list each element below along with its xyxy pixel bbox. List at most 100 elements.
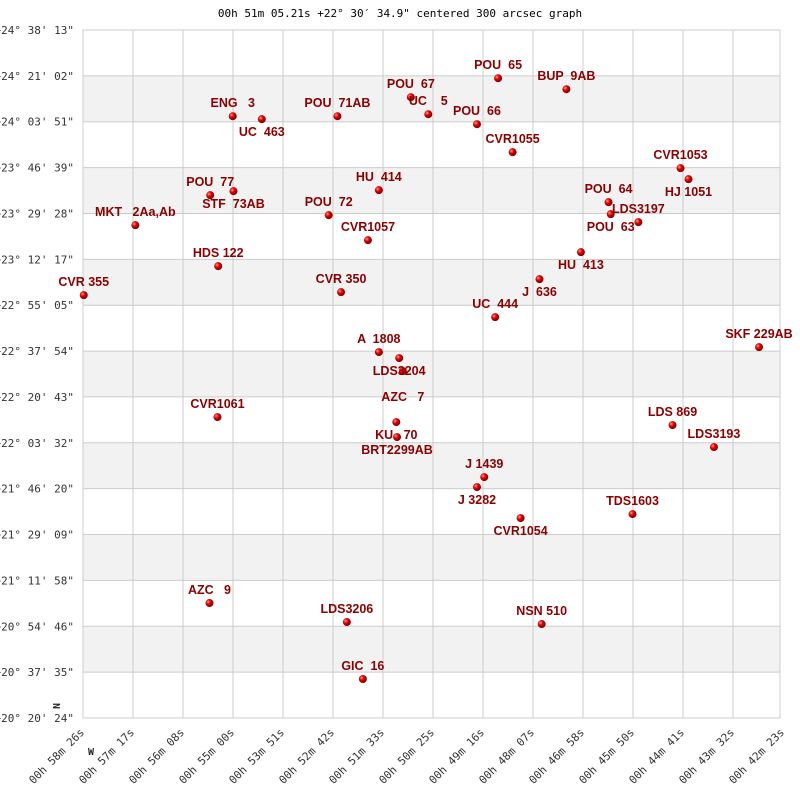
star-point[interactable] [393,433,402,442]
star-point[interactable] [214,262,223,271]
y-tick-label: +24° 38' 13" [0,24,74,37]
star-label: POU 72 [305,195,353,209]
star-point[interactable] [472,120,481,129]
y-tick-label: +24° 03' 51" [0,116,74,129]
star-point[interactable] [508,148,517,157]
star-point[interactable] [755,343,764,352]
star-label: HDS 122 [193,246,244,260]
star-point[interactable] [213,413,222,422]
star-point[interactable] [604,198,613,207]
star-label: SKF 229AB [725,327,792,341]
star-point[interactable] [606,210,615,219]
star-point[interactable] [206,191,215,200]
star-point[interactable] [257,115,266,124]
grid-band [83,442,780,489]
star-point[interactable] [480,473,489,482]
north-indicator: N [50,703,61,709]
star-point[interactable] [228,112,237,121]
west-indicator: W [88,747,95,758]
star-label: KU 70 [375,428,417,442]
star-point[interactable] [131,221,140,230]
star-point[interactable] [472,483,481,492]
star-label: HU 413 [558,258,604,272]
plot-frame [82,29,781,719]
y-tick-label: +24° 21' 02" [0,70,74,83]
star-label: NSN 510 [516,604,567,618]
star-label: J 636 [522,285,557,299]
star-label: GIC 16 [341,659,384,673]
star-label: BRT2299AB [361,443,433,457]
star-point[interactable] [576,248,585,257]
star-label: UC 5 [409,94,448,108]
grid-band [83,259,780,306]
y-tick-label: +20° 37' 35" [0,666,74,679]
y-tick-label: +21° 46' 20" [0,483,74,496]
star-label: CVR1057 [341,220,395,234]
star-label: MKT 2Aa,Ab [95,205,176,219]
star-point[interactable] [406,93,415,102]
star-label: CVR1055 [485,132,539,146]
star-points [79,74,764,683]
star-point[interactable] [392,418,401,427]
star-point[interactable] [342,618,351,627]
y-tick-label: +20° 20' 24" [0,712,74,725]
star-point[interactable] [358,674,367,683]
star-point[interactable] [494,74,503,83]
y-tick-label: +23° 46' 39" [0,162,74,175]
star-point[interactable] [537,620,546,629]
star-label: LDS3206 [320,602,373,616]
star-point[interactable] [668,421,677,430]
star-label: UC 444 [472,297,518,311]
star-label: LDS3193 [688,427,741,441]
star-point[interactable] [374,348,383,357]
star-point[interactable] [634,218,643,227]
star-label: LDS3204 [373,364,426,378]
star-point[interactable] [684,175,693,184]
y-tick-label: +21° 29' 09" [0,529,74,542]
chart-title: 00h 51m 05.21s +22° 30′ 34.9" centered 3… [218,7,582,20]
y-axis-ticks: +24° 38' 13" +24° 21' 02" +24° 03' 51" +23°… [0,24,74,725]
star-point[interactable] [395,354,404,363]
star-point[interactable] [363,236,372,245]
star-point[interactable] [205,599,214,608]
star-point[interactable] [324,211,333,220]
star-label: AZC 7 [381,390,424,404]
star-point[interactable] [491,313,500,322]
star-point[interactable] [333,112,342,121]
star-label: POU 65 [474,58,522,72]
star-point[interactable] [79,291,88,300]
star-point[interactable] [676,164,685,173]
star-label: HU 414 [356,170,402,184]
plot-bands [83,75,780,673]
star-label: CVR1061 [190,397,244,411]
star-label: POU 63 [587,220,635,234]
y-tick-label: +22° 55' 05" [0,299,74,312]
star-point[interactable] [374,186,383,195]
y-tick-label: +20° 54' 46" [0,620,74,633]
star-point[interactable] [628,510,637,519]
star-label: CVR 355 [58,275,109,289]
star-label: CVR1054 [493,524,547,538]
y-tick-label: +22° 20' 43" [0,391,74,404]
star-label: CVR 350 [316,272,367,286]
star-point[interactable] [424,110,433,119]
star-point[interactable] [709,443,718,452]
star-label: AZC 9 [188,583,231,597]
star-label: ENG 3 [211,96,256,110]
star-label: LDS 869 [648,405,697,419]
star-label: BUP 9AB [537,69,595,83]
grid-band [83,534,780,581]
grid-band [83,167,780,214]
star-point[interactable] [535,275,544,284]
star-label: HJ 1051 [665,185,712,199]
star-point[interactable] [516,514,525,523]
star-label: POU 77 [186,175,234,189]
star-point[interactable] [562,85,571,94]
star-label: POU 66 [453,104,501,118]
star-point[interactable] [229,187,238,196]
y-tick-label: +22° 37' 54" [0,345,74,358]
star-point[interactable] [398,367,407,376]
star-point[interactable] [337,288,346,297]
